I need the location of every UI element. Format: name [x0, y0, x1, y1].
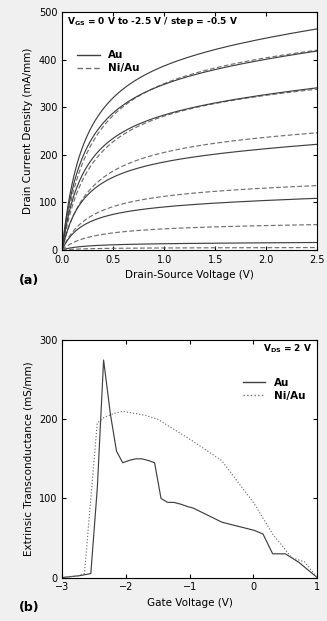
Legend: Au, Ni/Au: Au, Ni/Au — [238, 374, 309, 406]
Legend: Au, Ni/Au: Au, Ni/Au — [73, 46, 144, 78]
Text: (a): (a) — [19, 274, 39, 287]
X-axis label: Gate Voltage (V): Gate Voltage (V) — [147, 598, 232, 608]
Y-axis label: Drain Current Density (mA/mm): Drain Current Density (mA/mm) — [23, 48, 33, 214]
Text: $\bf{V_{DS}}$ = 2 V: $\bf{V_{DS}}$ = 2 V — [263, 342, 312, 355]
Text: $\bf{V_{GS}}$ = 0 V to -2.5 V / step = -0.5 V: $\bf{V_{GS}}$ = 0 V to -2.5 V / step = -… — [67, 15, 238, 28]
Text: (b): (b) — [19, 601, 39, 614]
X-axis label: Drain-Source Voltage (V): Drain-Source Voltage (V) — [125, 270, 254, 280]
Y-axis label: Extrinsic Transconductance (mS/mm): Extrinsic Transconductance (mS/mm) — [23, 361, 33, 556]
